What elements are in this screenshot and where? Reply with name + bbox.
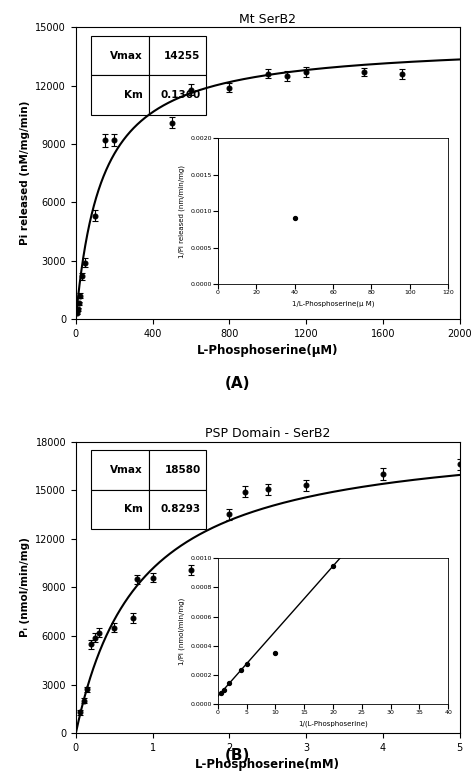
- Text: (A): (A): [224, 377, 250, 392]
- Text: (B): (B): [224, 749, 250, 764]
- X-axis label: L-Phosphoserine(μM): L-Phosphoserine(μM): [197, 344, 338, 357]
- Title: Mt SerB2: Mt SerB2: [239, 13, 296, 27]
- X-axis label: L-Phosphoserine(mM): L-Phosphoserine(mM): [195, 758, 340, 771]
- Y-axis label: Pᵢ (nmol/min/mg): Pᵢ (nmol/min/mg): [20, 537, 30, 637]
- Y-axis label: Pi released (nM/mg/min): Pi released (nM/mg/min): [20, 101, 30, 246]
- Title: PSP Domain - SerB2: PSP Domain - SerB2: [205, 427, 330, 441]
